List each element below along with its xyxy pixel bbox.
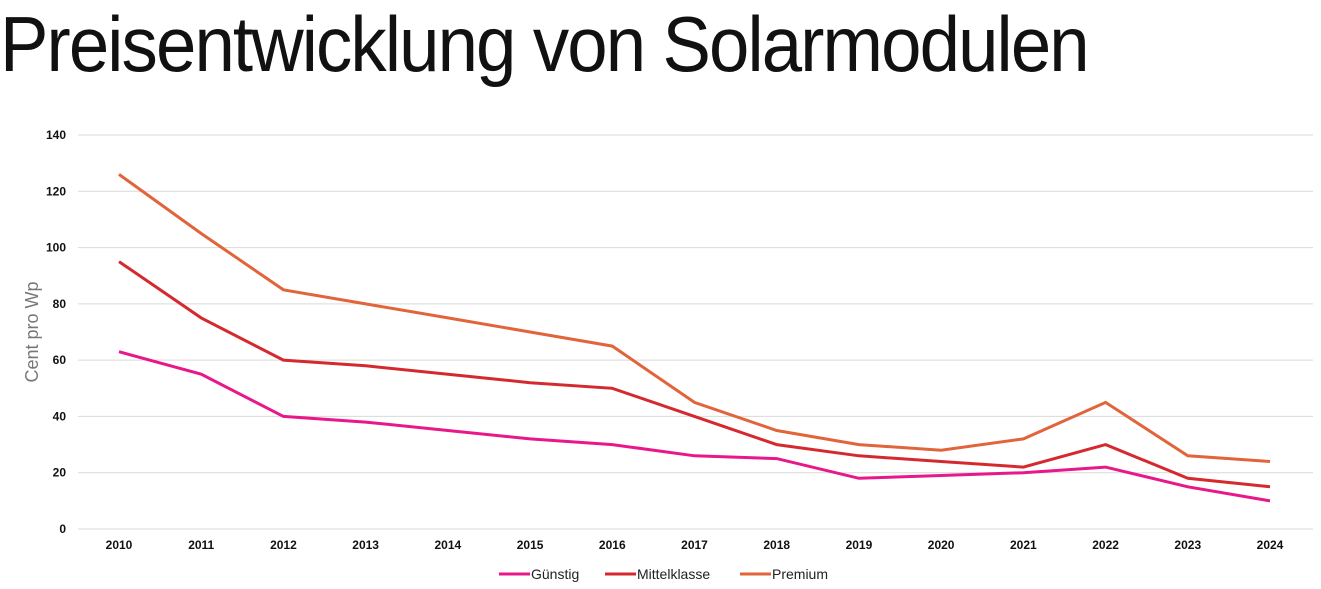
x-tick-label: 2018 (763, 538, 790, 552)
x-tick-label: 2019 (846, 538, 873, 552)
x-tick-label: 2020 (928, 538, 955, 552)
x-tick-label: 2011 (188, 538, 214, 552)
x-tick-label: 2021 (1010, 538, 1037, 552)
y-tick-label: 100 (46, 241, 66, 255)
series-line-g-nstig (118, 350, 1271, 503)
x-tick-label: 2016 (599, 538, 626, 552)
x-tick-label: 2022 (1092, 538, 1119, 552)
x-tick-label: 2014 (435, 538, 462, 552)
legend-label: Mittelklasse (637, 566, 710, 582)
legend-label: Günstig (531, 566, 579, 582)
legend-item[interactable]: Mittelklasse (605, 566, 710, 582)
legend: Günstig Mittelklasse Premium (499, 566, 828, 582)
x-tick-label: 2013 (352, 538, 379, 552)
x-tick-label: 2023 (1174, 538, 1201, 552)
x-axis-ticks: 2010 2011 2012 2013 2014 2015 2016 2017 2018 2019… (106, 538, 1284, 552)
x-tick-label: 2010 (106, 538, 133, 552)
series-lines (118, 173, 1271, 503)
y-axis-label: Cent pro Wp (22, 281, 42, 382)
legend-label: Premium (772, 566, 828, 582)
x-tick-label: 2024 (1257, 538, 1284, 552)
x-tick-label: 2017 (681, 538, 708, 552)
y-tick-label: 60 (53, 353, 67, 367)
y-tick-label: 80 (53, 297, 67, 311)
y-tick-label: 40 (53, 409, 67, 423)
legend-item[interactable]: Günstig (499, 566, 579, 582)
gridlines (78, 134, 1313, 530)
y-tick-label: 0 (59, 522, 66, 536)
legend-item[interactable]: Premium (740, 566, 828, 582)
y-tick-label: 140 (46, 128, 66, 142)
chart-title: Preisentwicklung von Solarmodulen (0, 0, 1090, 88)
y-tick-label: 120 (46, 184, 66, 198)
x-tick-label: 2015 (517, 538, 544, 552)
y-axis-ticks: 0 20 40 60 80 100 120 140 (46, 128, 66, 536)
series-line-mittelklasse (118, 260, 1271, 489)
y-tick-label: 20 (53, 466, 67, 480)
series-line-premium (118, 173, 1271, 463)
x-tick-label: 2012 (270, 538, 297, 552)
